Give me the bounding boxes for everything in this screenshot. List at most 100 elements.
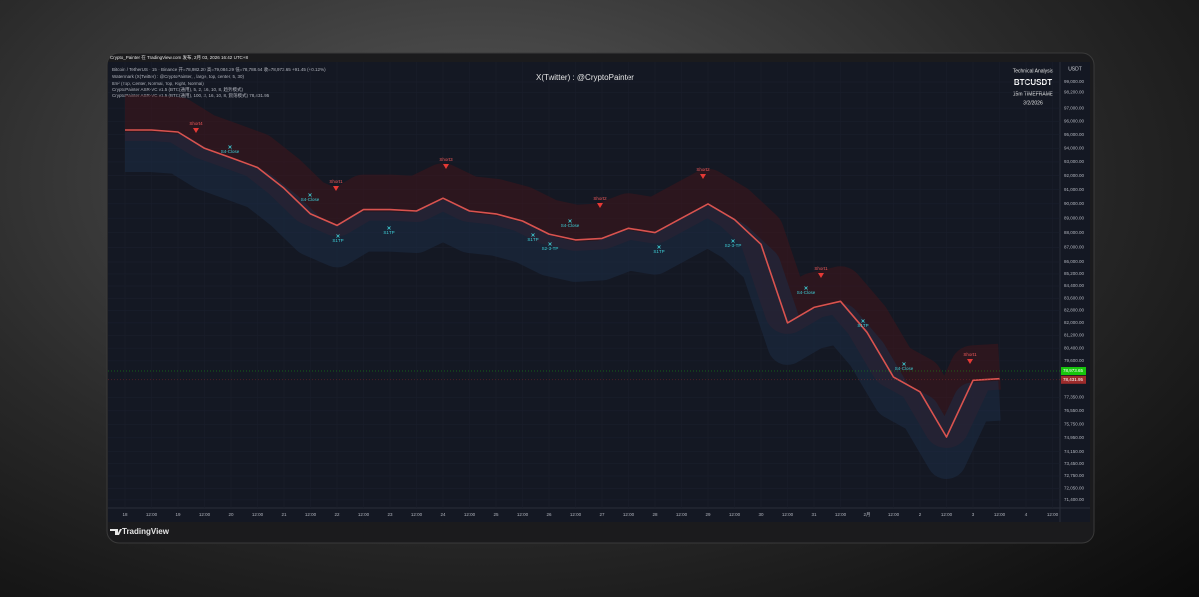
y-tick-label: 97,000.00 — [1064, 105, 1085, 110]
price-tag-label: 78,431.95 — [1063, 377, 1084, 382]
y-tick-label: 98,200.00 — [1064, 90, 1085, 95]
series-group — [125, 95, 1001, 479]
x-tick-label: 28 — [652, 512, 658, 517]
x-tick-label: 12:00 — [464, 512, 476, 517]
info: BTCUSDT — [1014, 78, 1052, 87]
signal-label: Short4 — [189, 121, 203, 126]
y-tick-label: 75,750.00 — [1064, 421, 1085, 426]
price-tag — [1061, 366, 1086, 375]
header-line: CryptoPainter ASR-VC v1.5 (BTC(通用), 100,… — [112, 92, 270, 99]
x-tick-label: 12:00 — [835, 512, 847, 517]
y-tick-label: 92,000.00 — [1064, 173, 1085, 178]
signal-marker — [902, 362, 906, 366]
x-tick-label: 12:00 — [623, 512, 635, 517]
y-tick-label: 81,200.00 — [1064, 333, 1085, 338]
signal-marker — [967, 359, 973, 364]
x-tick-label: 12:00 — [570, 512, 582, 517]
info: 3/2/2026 — [1023, 100, 1043, 106]
x-tick-label: 27 — [599, 512, 605, 517]
x-tick-label: 19 — [175, 512, 181, 517]
header-line: Bitcoin / TetherUS · 15 · Binance 开=78,9… — [112, 66, 326, 73]
x-tick-label: 12:00 — [994, 512, 1006, 517]
y-tick-label: 72,750.00 — [1064, 473, 1085, 478]
band-upper — [125, 95, 1001, 448]
currency: USDT — [1068, 66, 1082, 72]
y-tick-label: 87,000.00 — [1064, 244, 1085, 249]
signal-label: S2-3-TP — [542, 246, 559, 251]
signal-marker — [193, 128, 199, 133]
signal-label: S4-Close — [221, 149, 240, 154]
signal-marker — [308, 193, 312, 197]
x-tick-label: 23 — [387, 512, 393, 517]
x-tick-label: 12:00 — [729, 512, 741, 517]
signal-marker — [700, 174, 706, 179]
x-tick-label: 2月 — [863, 512, 870, 518]
signal-label: S4-Close — [301, 197, 320, 202]
signal-marker — [597, 203, 603, 208]
signal-marker — [531, 233, 535, 237]
signal-marker — [818, 273, 824, 278]
signal-label: S4-Close — [895, 366, 914, 371]
x-tick-label: 12:00 — [146, 512, 158, 517]
y-tick-label: 86,000.00 — [1064, 259, 1085, 264]
y-tick-label: 99,000.00 — [1064, 79, 1085, 84]
y-tick-label: 79,600.00 — [1064, 358, 1085, 363]
watermark: X(Twitter) : @CryptoPainter — [536, 73, 634, 82]
x-tick-label: 18 — [122, 512, 128, 517]
signal-marker — [731, 239, 735, 243]
x-tick-label: 12:00 — [517, 512, 529, 517]
signal-label: S2-3-TP — [725, 243, 742, 248]
signal-marker — [333, 186, 339, 191]
y-tick-label: 82,800.00 — [1064, 308, 1085, 313]
signal-label: S1TP — [332, 238, 343, 243]
y-tick-label: 72,050.00 — [1064, 486, 1085, 491]
x-tick-label: 26 — [546, 512, 552, 517]
signal-label: Short1 — [814, 266, 828, 271]
plot-area — [108, 62, 1060, 508]
signal-marker — [228, 145, 232, 149]
signal-label: Short1 — [963, 352, 977, 357]
signal-label: S1TP — [527, 237, 538, 242]
signal-marker — [548, 242, 552, 246]
x-tick-label: 12:00 — [676, 512, 688, 517]
y-tick-label: 77,350.00 — [1064, 395, 1085, 400]
y-tick-label: 82,000.00 — [1064, 320, 1085, 325]
y-tick-label: 74,950.00 — [1064, 435, 1085, 440]
y-tick-label: 85,200.00 — [1064, 271, 1085, 276]
signal-marker — [443, 164, 449, 169]
signal-label: Short2 — [593, 196, 607, 201]
y-tick-label: 93,000.00 — [1064, 159, 1085, 164]
x-tick-label: 25 — [493, 512, 499, 517]
y-tick-label: 80,400.00 — [1064, 345, 1085, 350]
x-tick-label: 22 — [334, 512, 340, 517]
x-tick-label: 12:00 — [411, 512, 423, 517]
info: 15m TIMEFRAME — [1013, 91, 1054, 97]
x-tick-label: 29 — [705, 512, 711, 517]
price-tag — [1061, 375, 1086, 384]
signal-marker — [804, 286, 808, 290]
x-tick-label: 20 — [228, 512, 234, 517]
price-line — [125, 129, 1000, 438]
signal-label: S1TP — [383, 230, 394, 235]
price-tag-label: 78,973.65 — [1063, 368, 1084, 373]
price-axis — [1060, 62, 1090, 508]
info: Technical Analysis — [1013, 68, 1054, 74]
signal-label: Short1 — [329, 179, 343, 184]
signal-marker — [336, 234, 340, 238]
signal-label: S4-Close — [797, 290, 816, 295]
header-line: ttm² (Top, Center, Normal, Top, Right, N… — [112, 81, 204, 86]
x-tick-label: 3 — [972, 512, 975, 517]
header-line: Crypto_Painter 在 TradingView.com 发布, 2月 … — [110, 54, 248, 61]
x-tick-label: 21 — [281, 512, 287, 517]
y-tick-label: 94,000.00 — [1064, 145, 1085, 150]
x-tick-label: 12:00 — [199, 512, 211, 517]
y-tick-label: 74,150.00 — [1064, 449, 1085, 454]
y-tick-label: 71,400.00 — [1064, 497, 1085, 502]
time-axis — [108, 508, 1090, 522]
x-tick-label: 12:00 — [782, 512, 794, 517]
y-tick-label: 73,450.00 — [1064, 461, 1085, 466]
x-tick-label: 12:00 — [888, 512, 900, 517]
y-tick-label: 89,000.00 — [1064, 215, 1085, 220]
